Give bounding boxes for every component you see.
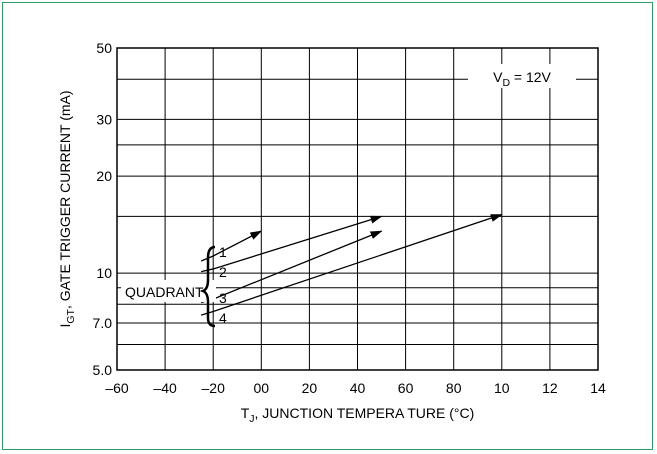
series-label-2: 2 [219,264,227,280]
y-tick-label: 7.0 [93,315,113,331]
y-axis-title: IGT, GATE TRIGGER CURRENT (mA) [57,90,77,327]
x-tick-label: 12 [542,380,558,396]
series-label-3: 3 [219,290,227,306]
x-tick-label: 80 [446,380,462,396]
x-tick-label: 40 [350,380,366,396]
quadrant-brace [199,245,216,328]
series-line-4 [200,213,503,316]
group-label: QUADRANT [125,284,204,300]
x-tick-label: 00 [254,380,270,396]
y-tick-label: 50 [96,40,112,56]
x-tick-label: 20 [302,380,318,396]
x-tick-label: 14 [590,380,606,396]
condition-label-bg [468,64,576,88]
condition-label: VD = 12V [493,69,551,89]
series-line-3 [200,230,383,304]
y-tick-label: 30 [96,111,112,127]
grid [116,47,599,371]
series-label-1: 1 [219,244,227,260]
x-tick-label: 10 [494,380,510,396]
y-tick-label: 20 [96,168,112,184]
y-tick-label: 5.0 [93,362,113,378]
series-line-1 [200,230,263,262]
y-tick-label: 10 [96,265,112,281]
group-label-bg [121,280,216,302]
x-tick-label: –20 [202,380,226,396]
x-tick-label: 60 [398,380,414,396]
series-layer [200,213,503,316]
x-tick-label: –40 [153,380,177,396]
series-line-2 [201,215,383,273]
series-label-4: 4 [219,310,227,326]
x-axis-title: TJ, JUNCTION TEMPERA TURE (°C) [241,405,475,425]
x-tick-label: –60 [105,380,129,396]
label-layer: VD = 12V–60 –40 –20 00 20 40 60 80 10 12 145.07.01… [57,40,606,425]
plot-border [116,47,599,371]
